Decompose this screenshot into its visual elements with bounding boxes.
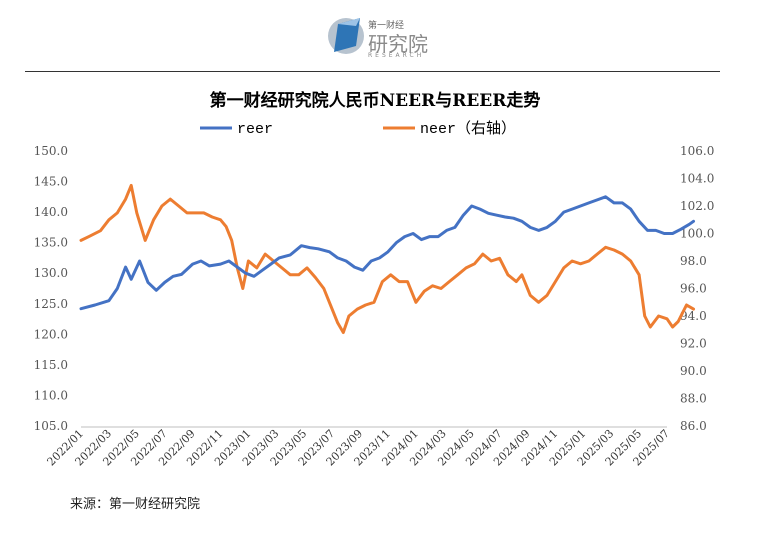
legend-label-reer: reer <box>237 121 273 138</box>
brand-name-en: RESEARCH <box>368 52 425 59</box>
y-left-tick-label: 115.0 <box>34 358 68 372</box>
series-line-reer <box>79 195 695 311</box>
y-axis-left: 105.0 110.0 115.0 120.0 125.0 130.0 135.0 140.0… <box>34 144 68 433</box>
y-left-tick-label: 110.0 <box>34 388 68 402</box>
y-left-tick-label: 130.0 <box>34 266 68 280</box>
y-right-tick-label: 96.0 <box>680 282 707 296</box>
y-left-tick-label: 140.0 <box>34 205 68 219</box>
series-line-neer <box>79 183 695 334</box>
y-left-tick-label: 105.0 <box>34 419 68 433</box>
logo-mark-icon <box>328 18 364 54</box>
y-right-tick-label: 106.0 <box>680 144 714 158</box>
y-right-tick-label: 86.0 <box>680 419 707 433</box>
y-right-tick-label: 100.0 <box>680 227 714 241</box>
y-right-tick-label: 102.0 <box>680 199 714 213</box>
y-left-tick-label: 125.0 <box>34 297 68 311</box>
legend: reer neer（右轴） <box>200 120 516 138</box>
series-group <box>79 183 695 334</box>
brand-logo: 第一财经 研究院 RESEARCH <box>326 12 456 60</box>
chart-title: 第一财经研究院人民币NEER与REER走势 <box>210 90 541 111</box>
y-right-tick-label: 98.0 <box>680 254 707 268</box>
source-note: 来源：第一财经研究院 <box>70 497 201 512</box>
legend-label-neer: neer（右轴） <box>420 120 516 138</box>
y-left-tick-label: 145.0 <box>34 175 68 189</box>
x-axis: 2022/012022/032022/052022/072022/092022/… <box>45 426 672 468</box>
y-left-tick-label: 150.0 <box>34 144 68 158</box>
y-right-tick-label: 90.0 <box>680 364 707 378</box>
y-axis-right: 86.0 88.0 90.0 92.0 94.0 96.0 98.0 100.0 102.0 10… <box>680 144 714 433</box>
brand-name-small: 第一财经 <box>368 21 405 31</box>
y-right-tick-label: 92.0 <box>680 337 707 351</box>
y-right-tick-label: 104.0 <box>680 172 714 186</box>
header-divider <box>25 71 720 72</box>
y-right-tick-label: 94.0 <box>680 309 707 323</box>
y-left-tick-label: 120.0 <box>34 327 68 341</box>
y-right-tick-label: 88.0 <box>680 392 707 406</box>
brand-name: 研究院 <box>368 32 428 56</box>
y-left-tick-label: 135.0 <box>34 236 68 250</box>
